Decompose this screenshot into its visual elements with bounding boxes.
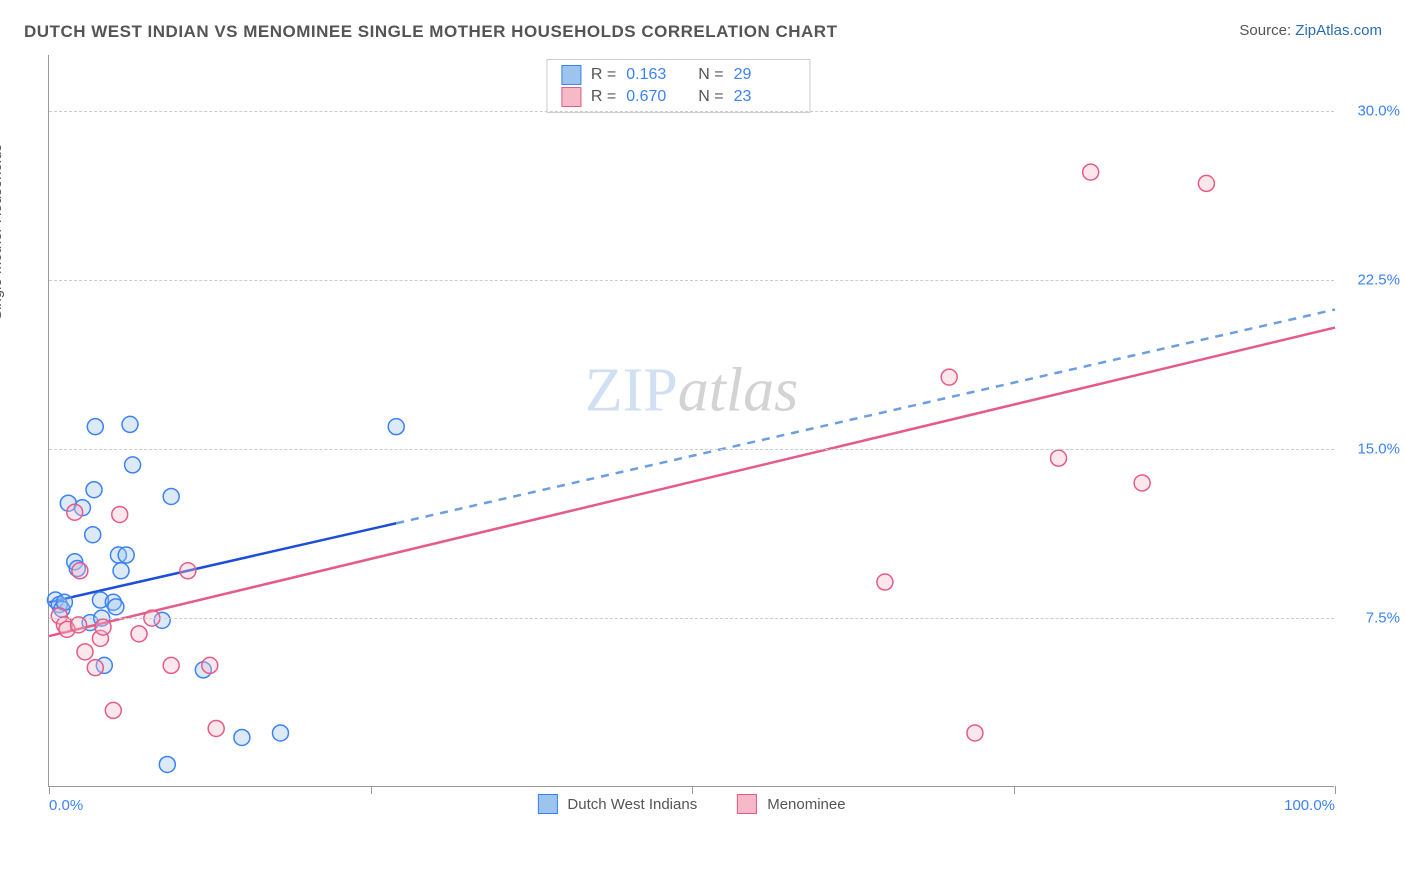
x-tick <box>49 786 50 794</box>
scatter-chart: ZIPatlas R = 0.163 N = 29 R = 0.670 N = … <box>48 55 1334 787</box>
data-point <box>159 756 175 772</box>
x-tick <box>692 786 693 794</box>
gridline-h <box>49 449 1334 450</box>
legend-series-item: Dutch West Indians <box>537 794 697 814</box>
data-point <box>877 574 893 590</box>
data-point <box>87 660 103 676</box>
data-point <box>1198 175 1214 191</box>
x-tick <box>1014 786 1015 794</box>
x-tick <box>1335 786 1336 794</box>
y-tick-label: 30.0% <box>1357 103 1400 120</box>
x-tick <box>371 786 372 794</box>
data-point <box>86 482 102 498</box>
legend-series: Dutch West Indians Menominee <box>537 794 845 814</box>
legend-series-label: Menominee <box>767 796 845 813</box>
data-point <box>77 644 93 660</box>
data-point <box>131 626 147 642</box>
data-point <box>388 419 404 435</box>
data-point <box>113 563 129 579</box>
data-point <box>67 504 83 520</box>
data-point <box>1134 475 1150 491</box>
data-point <box>125 457 141 473</box>
trend-line-dash <box>396 310 1335 524</box>
chart-svg <box>49 55 1334 786</box>
data-point <box>87 419 103 435</box>
data-point <box>1051 450 1067 466</box>
data-point <box>208 720 224 736</box>
data-point <box>941 369 957 385</box>
legend-series-label: Dutch West Indians <box>567 796 697 813</box>
data-point <box>85 527 101 543</box>
data-point <box>180 563 196 579</box>
data-point <box>122 416 138 432</box>
data-point <box>163 657 179 673</box>
y-tick-label: 22.5% <box>1357 272 1400 289</box>
data-point <box>105 702 121 718</box>
x-tick-label: 100.0% <box>1284 797 1335 814</box>
data-point <box>71 617 87 633</box>
data-point <box>112 506 128 522</box>
data-point <box>72 563 88 579</box>
data-point <box>202 657 218 673</box>
data-point <box>118 547 134 563</box>
data-point <box>95 619 111 635</box>
data-point <box>163 488 179 504</box>
source-label: Source: <box>1239 22 1291 39</box>
data-point <box>272 725 288 741</box>
data-point <box>234 729 250 745</box>
y-axis-label: Single Mother Households <box>0 144 5 320</box>
y-tick-label: 15.0% <box>1357 441 1400 458</box>
source-link[interactable]: ZipAtlas.com <box>1295 22 1382 39</box>
chart-title: DUTCH WEST INDIAN VS MENOMINEE SINGLE MO… <box>24 22 837 42</box>
gridline-h <box>49 111 1334 112</box>
source-attribution: Source: ZipAtlas.com <box>1239 22 1382 39</box>
legend-series-item: Menominee <box>737 794 845 814</box>
data-point <box>108 599 124 615</box>
data-point <box>1083 164 1099 180</box>
legend-swatch <box>737 794 757 814</box>
data-point <box>967 725 983 741</box>
gridline-h <box>49 280 1334 281</box>
gridline-h <box>49 618 1334 619</box>
legend-swatch <box>537 794 557 814</box>
x-tick-label: 0.0% <box>49 797 83 814</box>
y-tick-label: 7.5% <box>1366 610 1400 627</box>
